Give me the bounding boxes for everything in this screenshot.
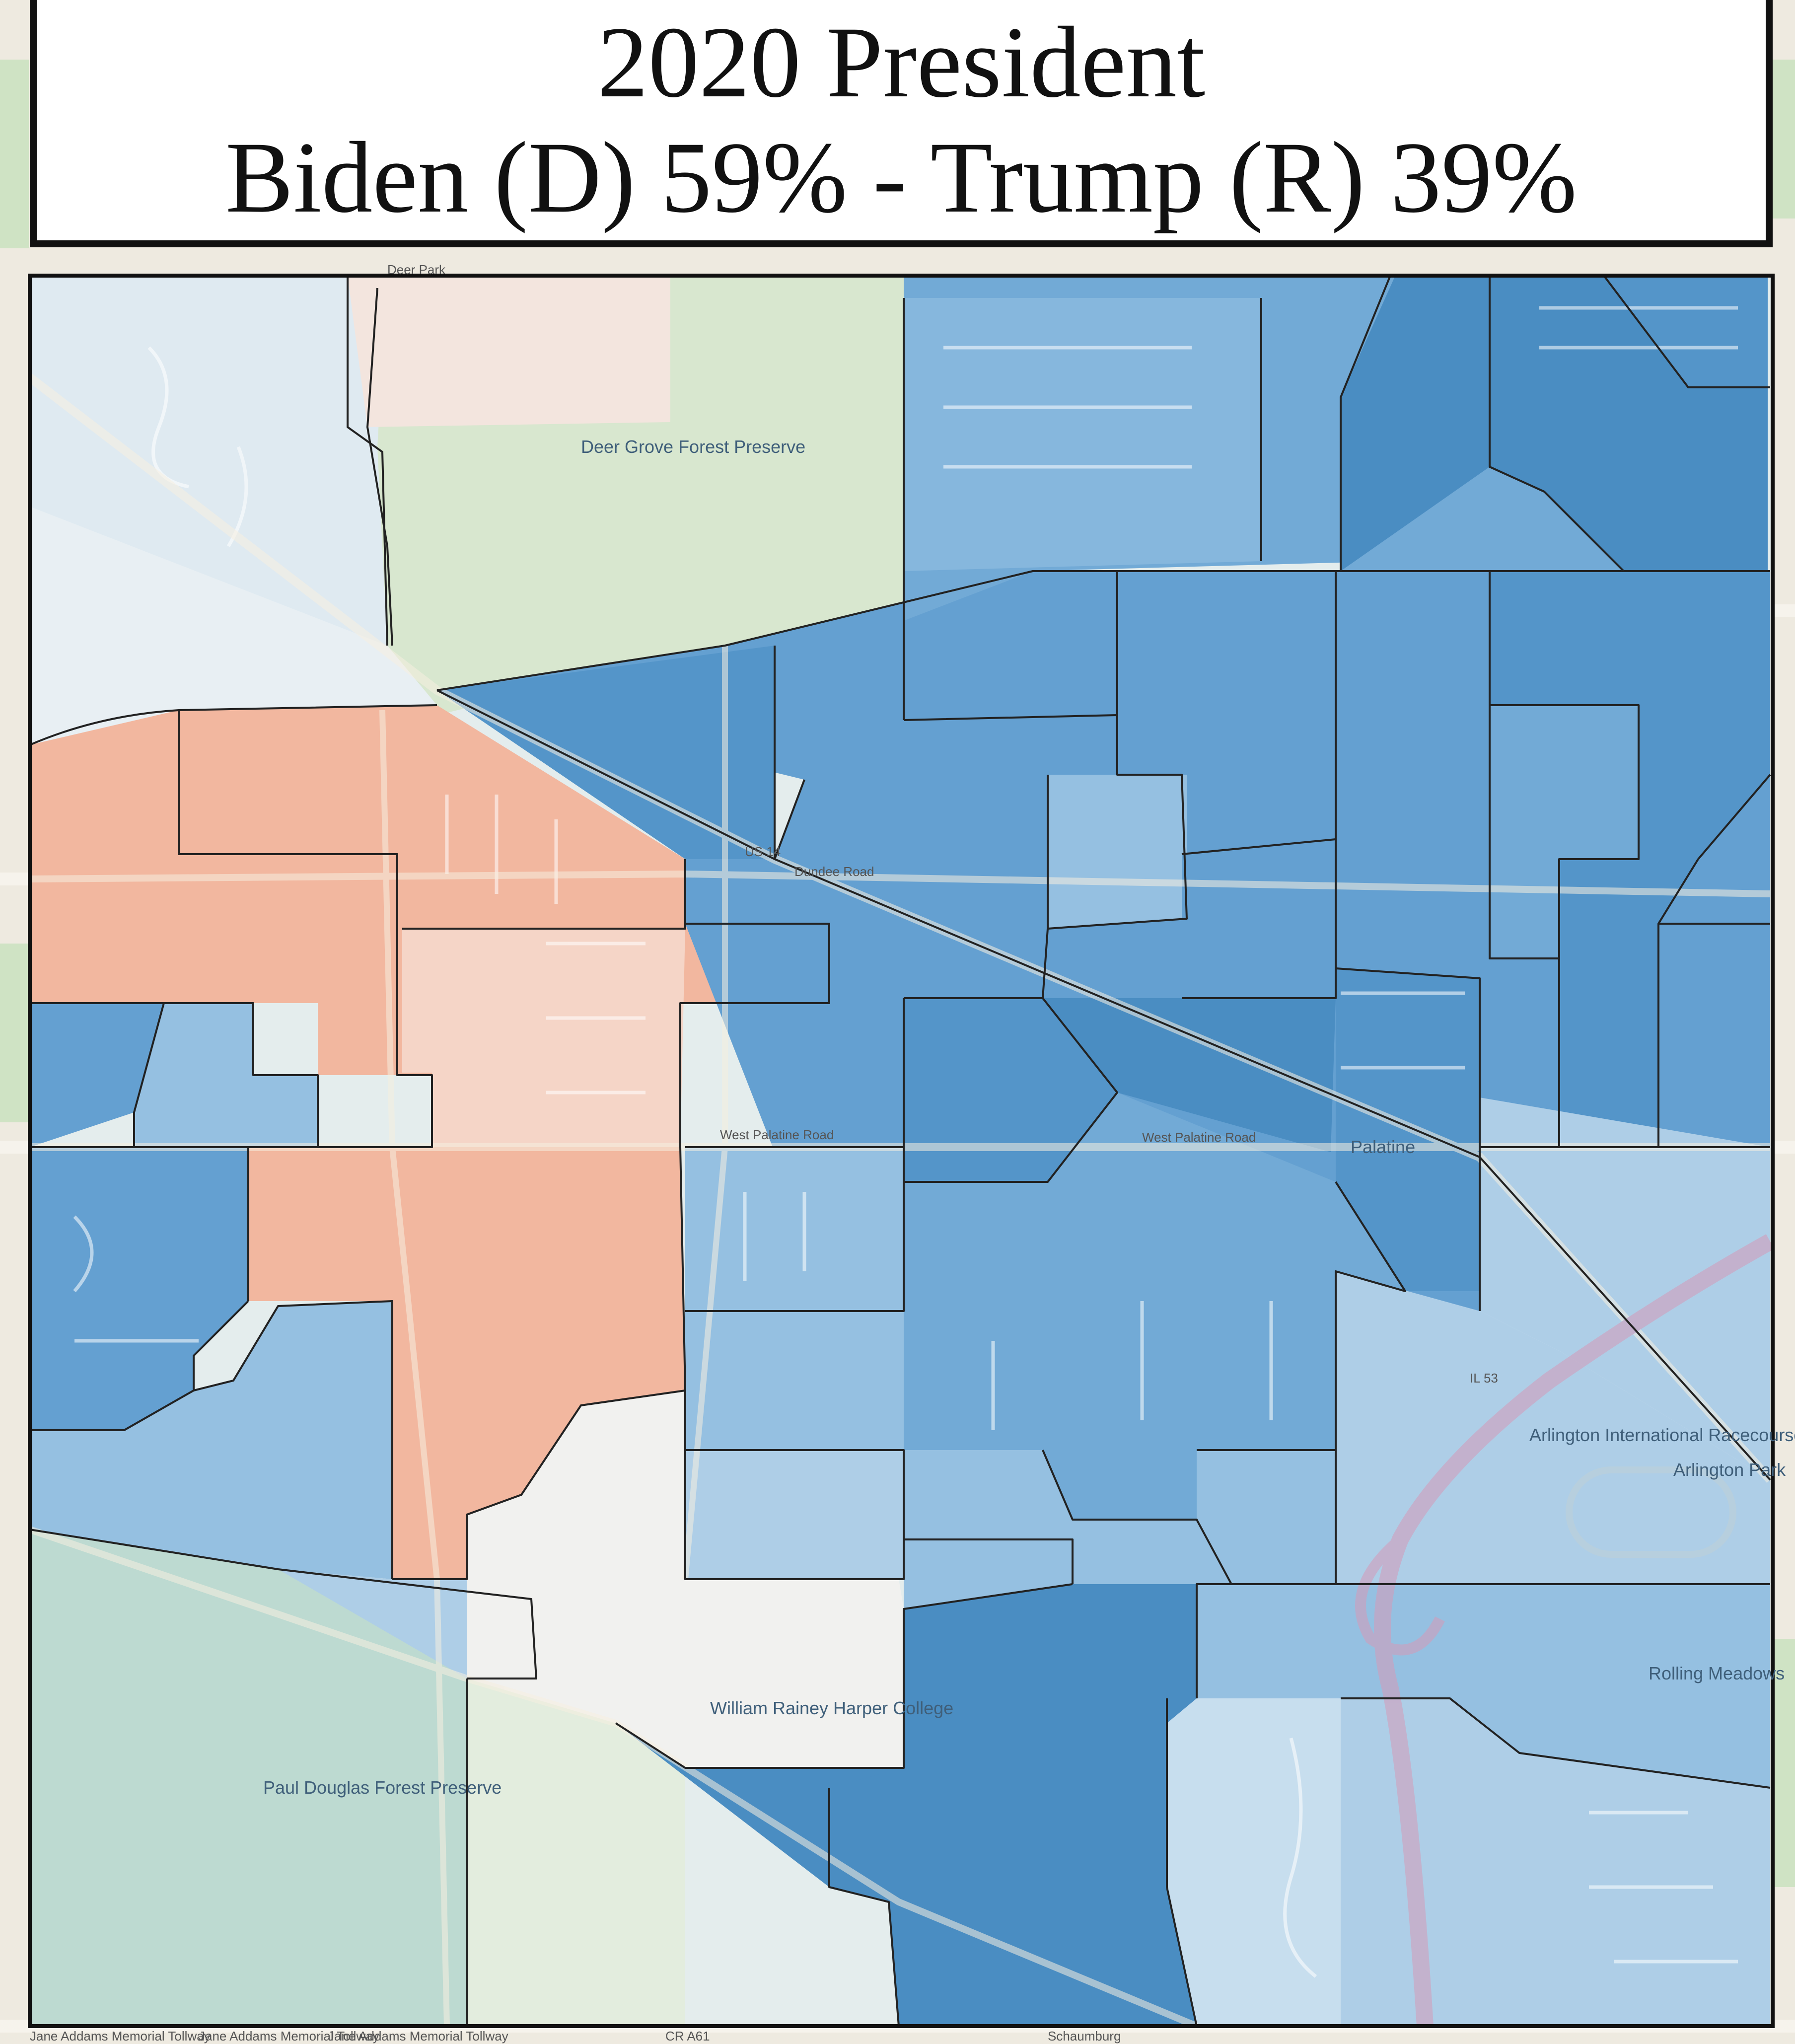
route-53-ramp: [1355, 1535, 1445, 1656]
road-label-route-2: West Palatine Road: [720, 1127, 834, 1142]
precinct-n-6: [1604, 276, 1768, 387]
precinct-e-6: [1167, 1698, 1341, 2026]
precinct-cs-1: [685, 1147, 904, 1311]
precinct-cs-2: [685, 1311, 904, 1450]
precinct-c-8: [1043, 998, 1336, 1152]
precinct-e-2: [1336, 1271, 1770, 1584]
precinct-cs-4: [904, 1093, 1405, 1520]
precinct-n-4: [1341, 276, 1490, 571]
place-label-paul-douglas: Paul Douglas Forest Preserve: [263, 1777, 502, 1798]
precinct-c-7: [1182, 839, 1336, 998]
precinct-borders: [29, 275, 1771, 2027]
road-label-top-1: Deer Park: [387, 262, 446, 277]
road-label-route-4: IL 53: [1470, 1371, 1498, 1386]
map-frame: [28, 274, 1775, 2028]
place-label-arlington: Arlington International Racecourse: [1529, 1425, 1795, 1445]
precinct-w-4: [30, 1301, 392, 1579]
place-label-deer-grove: Deer Grove Forest Preserve: [581, 437, 806, 457]
road-label-bottom-1: Jane Addams Memorial Tollway: [30, 2029, 211, 2044]
southwest-preserve: [30, 1530, 467, 2026]
precinct-n-2: [904, 298, 1261, 571]
precinct-c-5: [904, 998, 1117, 1182]
precinct-cs-5: [904, 1450, 1231, 1584]
place-label-harper: William Rainey Harper College: [710, 1698, 954, 1718]
road-label-left-2: West Palatine Road: [1142, 1130, 1256, 1145]
place-label-rolling-meadows: Rolling Meadows: [1649, 1663, 1785, 1683]
precinct-n-5: [1490, 276, 1768, 571]
precinct-c-6: [1048, 775, 1187, 929]
precinct-w-1: [30, 1003, 164, 1147]
south-center-preserve: [467, 1669, 685, 2026]
precinct-cs-3: [685, 1450, 904, 1579]
precinct-ne-1: [1490, 571, 1770, 859]
precinct-ne-3: [1559, 859, 1698, 1147]
road-label-route-3: CR A61: [665, 2029, 710, 2044]
precinct-c-3: [437, 646, 775, 859]
precinct-nw-3: [30, 507, 437, 745]
roselle-road: [379, 710, 450, 2027]
precinct-ne-4: [1658, 924, 1770, 1147]
precinct-nw-2: [348, 276, 670, 427]
precinct-w-2: [134, 1003, 318, 1147]
precinct-e-4: [1197, 1584, 1770, 1788]
precinct-e-1: [1480, 1097, 1770, 1480]
precinct-ne-2: [1490, 705, 1639, 958]
road-label-bottom-3: Jane Addams Memorial Tollway: [328, 2029, 508, 2044]
title-line-1: 2020 President: [597, 6, 1206, 119]
arlington-racecourse: [1566, 1466, 1736, 1558]
precinct-e-3: [1197, 1450, 1336, 1584]
precinct-rep-3: [248, 1147, 685, 1579]
road-label-left-1: Dundee Road: [794, 864, 874, 879]
road-label-route-1: US 14: [745, 844, 781, 859]
title-line-2: Biden (D) 59% - Trump (R) 39%: [225, 121, 1577, 234]
place-label-arlington-park: Arlington Park: [1673, 1460, 1786, 1480]
precinct-s-2: [829, 1768, 1197, 2026]
title-box: 2020 President Biden (D) 59% - Trump (R)…: [30, 0, 1773, 247]
place-label-palatine: Palatine: [1351, 1137, 1416, 1157]
road-label-bottom-4: Schaumburg: [1048, 2029, 1121, 2044]
